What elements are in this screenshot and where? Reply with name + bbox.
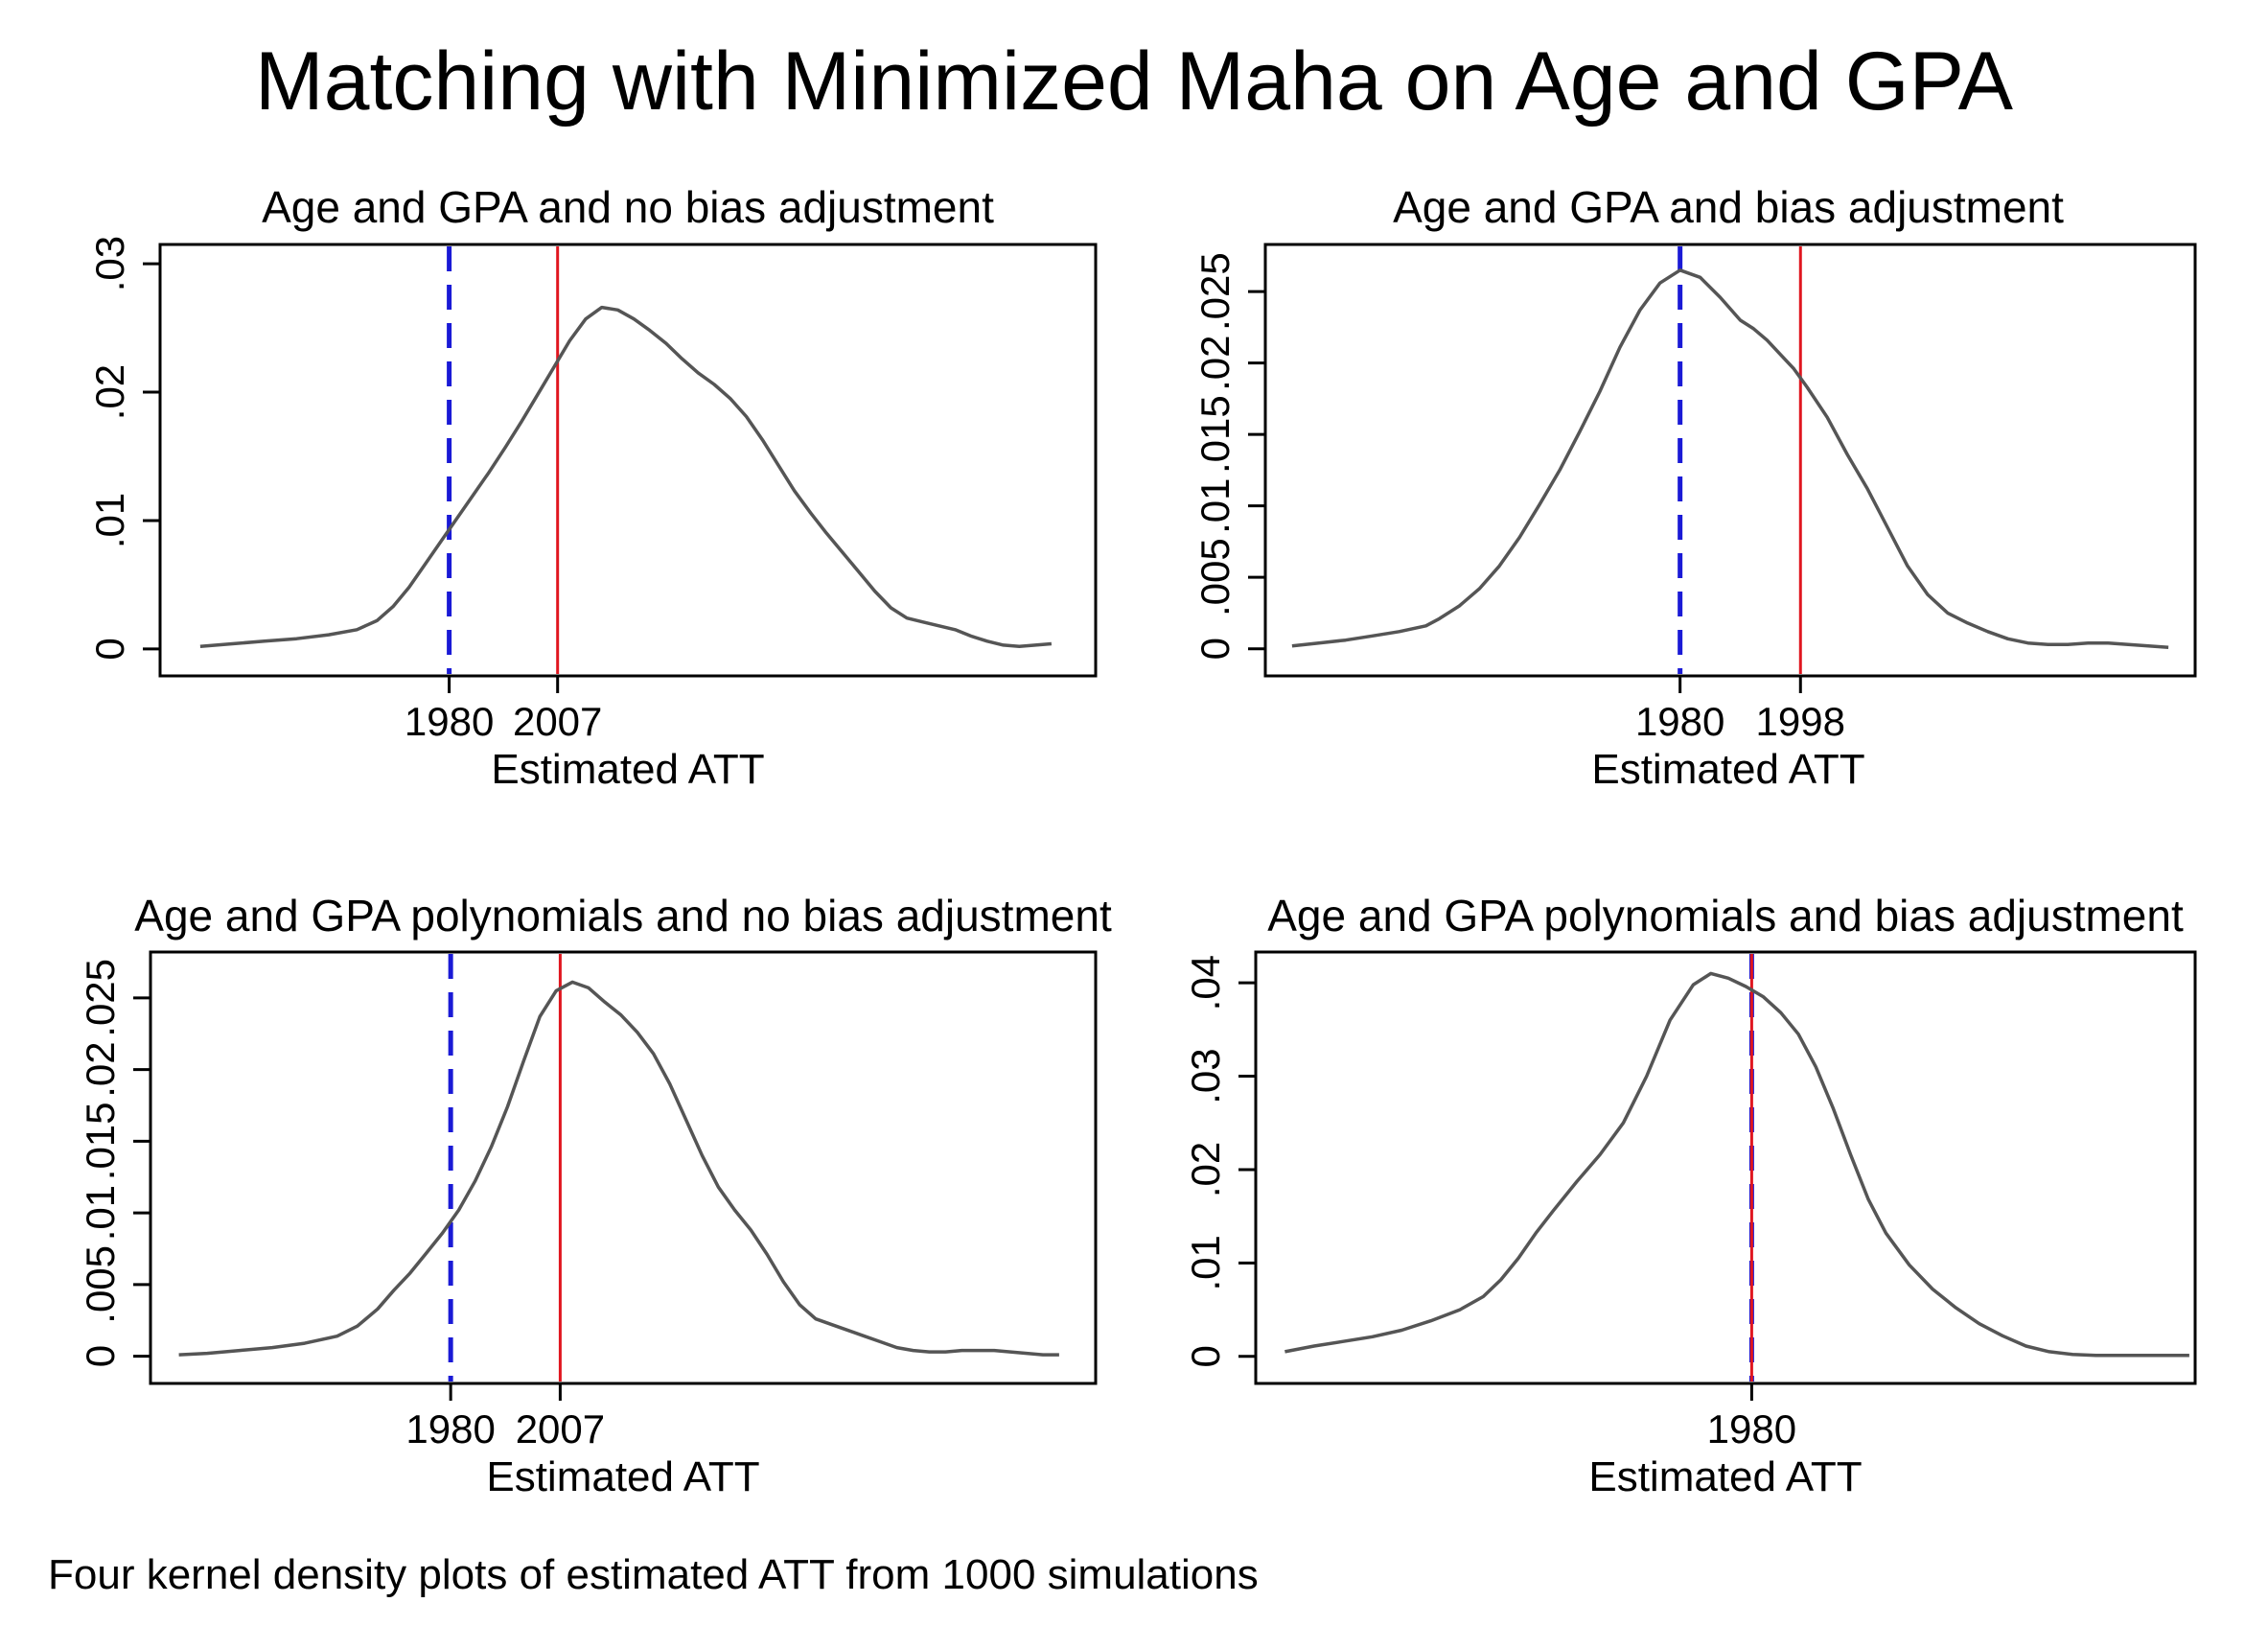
panel-1: Age and GPA and no bias adjustment 0 .01 .0… [87,182,1098,793]
y-tick-label: .025 [1192,252,1238,331]
y-tick-label: .005 [78,1245,123,1324]
y-tick-label: .01 [1183,1235,1228,1290]
y-tick-label: .01 [78,1185,123,1241]
y-tick-label: .01 [87,493,132,548]
plot-frame [1254,950,2197,1385]
y-tick-label: .005 [1192,538,1238,616]
density-curve [178,980,1059,1357]
y-tick-label: .03 [1183,1048,1228,1103]
plot-frame [1263,243,2197,678]
figure-note: Four kernel density plots of estimated A… [48,1551,1259,1598]
y-tick-label: .01 [1192,477,1238,533]
x-axis-label: Estimated ATT [1588,1453,1862,1500]
y-tick-label: .02 [1183,1142,1228,1197]
y-tick-label: .03 [87,236,132,291]
x-tick-label: 1980 [1635,699,1724,744]
figure-title: Matching with Minimized Maha on Age and … [254,35,2013,128]
y-tick-label: 0 [1183,1345,1228,1367]
density-curve [1284,971,2189,1358]
y-tick-label: .02 [1192,335,1238,390]
x-axis-label: Estimated ATT [1591,746,1864,793]
x-axis-label: Estimated ATT [486,1453,759,1500]
x-axis-label: Estimated ATT [491,746,764,793]
panel-title: Age and GPA and bias adjustment [1393,182,2064,232]
panel-title: Age and GPA and no bias adjustment [262,182,994,232]
y-tick-label: 0 [87,638,132,660]
panel-2: Age and GPA and bias adjustment 0 .005 .01.… [1192,182,2197,793]
x-tick-label: 2007 [513,699,602,744]
y-tick-label: .015 [1192,395,1238,474]
y-tick-label: .02 [78,1041,123,1097]
density-curve [199,305,1053,648]
panel-title: Age and GPA polynomials and no bias adju… [134,891,1112,941]
y-tick-label: .015 [78,1102,123,1180]
y-tick-label: .04 [1183,955,1228,1010]
panel-3: Age and GPA polynomials and no bias adju… [78,891,1112,1500]
plot-frame [158,243,1098,678]
y-tick-label: .025 [78,959,123,1037]
y-tick-label: 0 [78,1345,123,1367]
x-tick-label: 2007 [516,1406,605,1452]
panel-title: Age and GPA polynomials and bias adjustm… [1267,891,2184,941]
y-tick-label: 0 [1192,638,1238,660]
x-tick-label: 1980 [405,1406,495,1452]
plot-frame [149,950,1098,1385]
density-curve [1291,268,2169,649]
x-tick-label: 1980 [405,699,494,744]
x-tick-label: 1980 [1707,1406,1796,1452]
panel-4: Age and GPA polynomials and bias adjustm… [1183,891,2197,1500]
y-tick-label: .02 [87,364,132,420]
x-tick-label: 1998 [1756,699,1845,744]
